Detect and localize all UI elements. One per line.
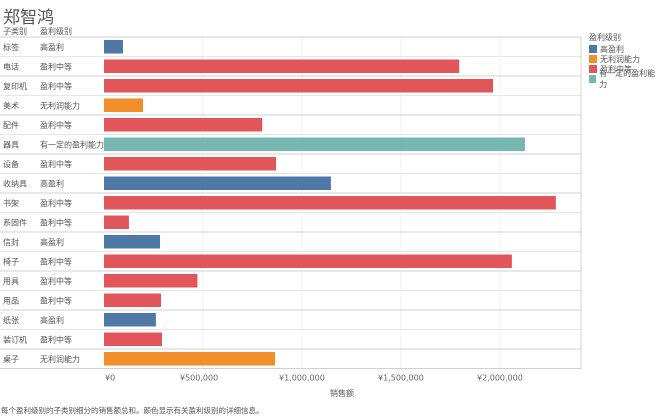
row-label-profit-level: 无利润能力	[40, 354, 80, 364]
legend-label: 高盈利	[600, 44, 624, 54]
row-label-profit-level: 盈利中等	[40, 257, 72, 267]
row-label-subcategory: 复印机	[3, 81, 27, 91]
row-label-subcategory: 用品	[3, 297, 19, 306]
x-tick-label: ¥0	[105, 374, 115, 383]
row-label-subcategory: 美术	[3, 101, 19, 111]
row-label-profit-level: 盈利中等	[40, 296, 72, 306]
legend-item[interactable]: 高盈利	[589, 44, 656, 54]
legend-label: 盈利中等	[600, 64, 632, 74]
legend-swatch	[589, 75, 597, 83]
row-label-profit-level: 无利润能力	[40, 101, 80, 111]
row-label-profit-level: 高盈利	[40, 237, 64, 247]
row-label-profit-level: 盈利中等	[40, 198, 72, 208]
row-label-subcategory: 纸张	[3, 315, 19, 325]
bar[interactable]	[104, 254, 512, 269]
legend-item[interactable]: 盈利中等	[589, 64, 656, 74]
legend-swatch	[589, 55, 597, 63]
row-label-profit-level: 盈利中等	[40, 62, 72, 72]
bar[interactable]	[104, 313, 156, 327]
legend-title: 盈利级别	[589, 33, 621, 42]
x-tick-label: ¥500,000	[180, 374, 218, 383]
row-label-subcategory: 配件	[3, 120, 19, 130]
bar[interactable]	[104, 235, 161, 249]
row-label-profit-level: 盈利中等	[40, 335, 72, 345]
row-label-subcategory: 电话	[3, 62, 19, 72]
row-label-profit-level: 高盈利	[40, 42, 64, 52]
row-label-profit-level: 盈利中等	[40, 276, 72, 286]
row-label-profit-level: 盈利中等	[40, 218, 72, 228]
bar[interactable]	[104, 137, 525, 152]
row-label-subcategory: 用具	[3, 277, 19, 286]
column-header-subcategory[interactable]: 子类别	[3, 27, 27, 36]
row-label-profit-level: 有一定的盈利能力	[40, 140, 104, 150]
page-title: 郑智鸿	[3, 8, 54, 28]
bar[interactable]	[104, 157, 277, 171]
bar[interactable]	[104, 332, 163, 347]
legend-label: 无利润能力	[600, 54, 640, 64]
row-label-subcategory: 标签	[3, 42, 19, 52]
legend: 盈利级别 高盈利 无利润能力 盈利中等 有一定的盈利能力	[589, 32, 656, 89]
x-tick-label: ¥1,000,000	[279, 374, 325, 383]
legend-label: 有一定的盈利能力	[599, 69, 656, 89]
bar[interactable]	[104, 40, 124, 54]
column-header-profit-level[interactable]: 盈利级别	[40, 27, 72, 36]
bar[interactable]	[104, 98, 144, 113]
legend-item[interactable]: 有一定的盈利能力	[589, 69, 656, 89]
row-label-subcategory: 桌子	[3, 354, 19, 364]
row-label-profit-level: 盈利中等	[40, 81, 72, 91]
row-label-subcategory: 装订机	[3, 335, 27, 345]
x-tick-label: ¥1,500,000	[378, 374, 424, 383]
bar[interactable]	[104, 176, 331, 191]
bar[interactable]	[104, 196, 556, 210]
legend-swatch	[589, 65, 597, 73]
bar[interactable]	[104, 293, 162, 308]
row-label-subcategory: 器具	[3, 141, 19, 150]
row-label-profit-level: 高盈利	[40, 315, 64, 325]
row-label-subcategory: 收纳具	[3, 179, 27, 189]
row-label-subcategory: 椅子	[3, 257, 19, 267]
x-axis-label: 销售额	[330, 389, 354, 398]
row-label-profit-level: 高盈利	[40, 179, 64, 189]
legend-swatch	[589, 45, 597, 53]
bar[interactable]	[104, 215, 129, 230]
bar[interactable]	[104, 352, 276, 366]
row-label-subcategory: 信封	[3, 237, 19, 247]
legend-item[interactable]: 无利润能力	[589, 54, 656, 64]
bar[interactable]	[104, 118, 263, 132]
row-label-profit-level: 盈利中等	[40, 159, 72, 169]
row-label-subcategory: 书架	[3, 198, 19, 208]
x-tick-label: ¥2,000,000	[477, 374, 523, 383]
bar[interactable]	[104, 59, 460, 74]
row-label-subcategory: 系固件	[3, 218, 27, 228]
bar[interactable]	[104, 274, 198, 288]
chart-caption: 每个盈利级别的子类别细分的销售额总和。颜色显示有关盈利级别的详细信息。	[1, 406, 264, 415]
bar[interactable]	[104, 79, 494, 93]
row-label-profit-level: 盈利中等	[40, 120, 72, 130]
row-label-subcategory: 设备	[3, 159, 19, 169]
